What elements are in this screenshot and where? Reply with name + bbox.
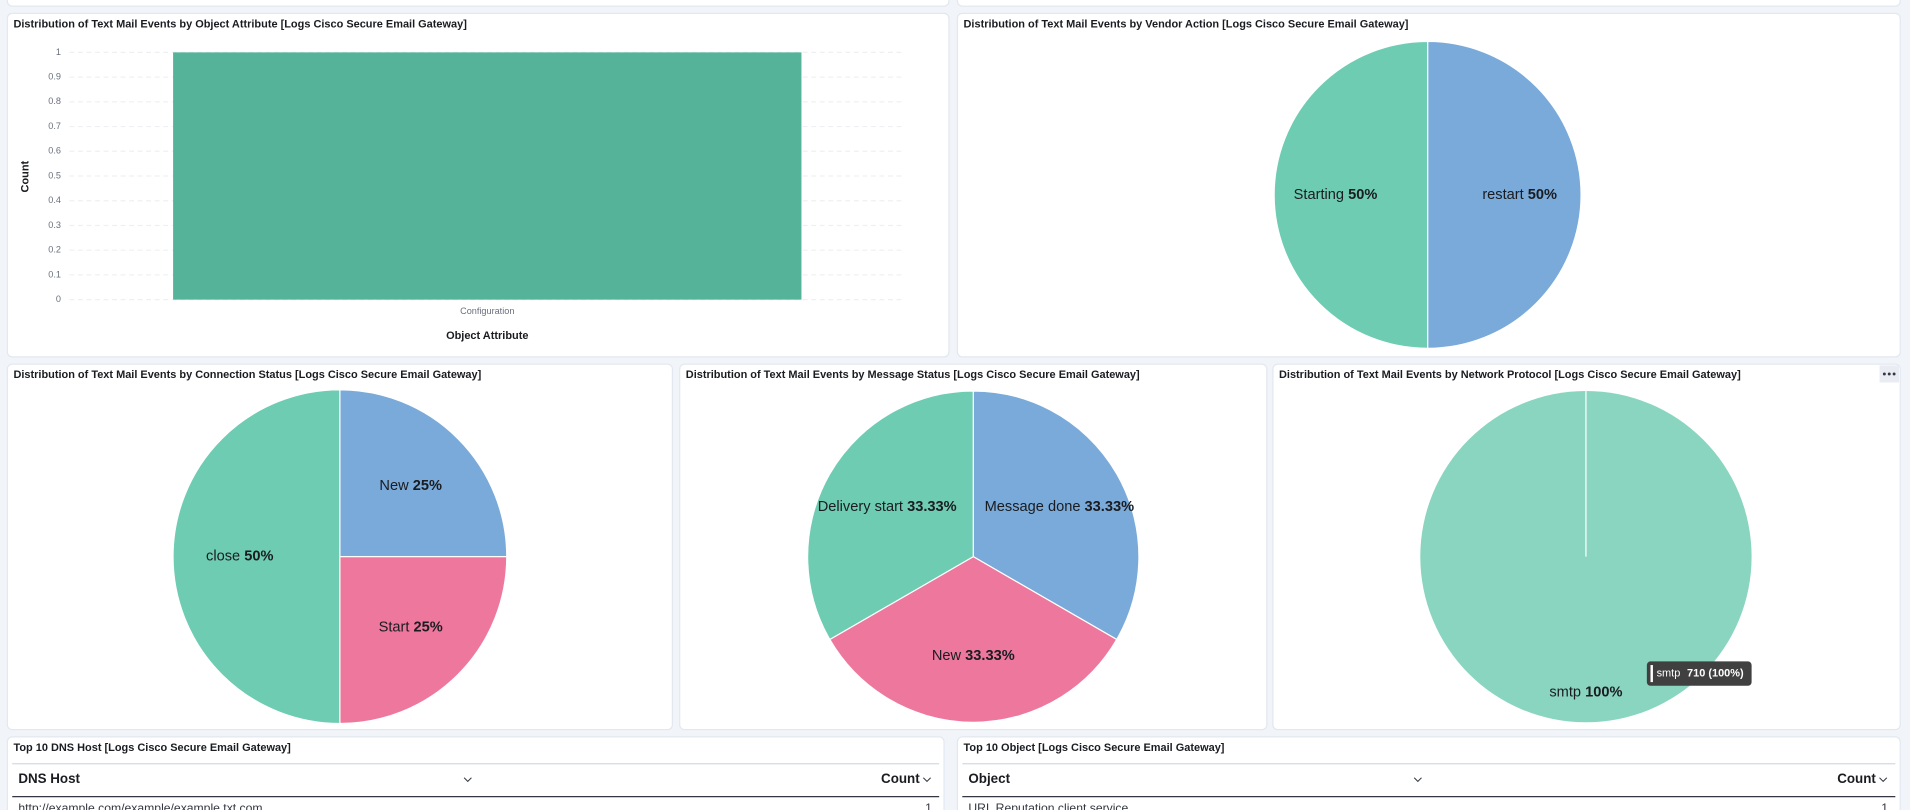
slice-value: 100% <box>1585 684 1622 700</box>
table-cell: http://example.com/example/example.txt.c… <box>18 801 262 810</box>
slice-label: Message done 33.33% <box>985 499 1134 515</box>
panel-title: Top 10 DNS Host [Logs Cisco Secure Email… <box>13 742 291 754</box>
panel-title: Distribution of Text Mail Events by Netw… <box>1279 369 1741 381</box>
slice-name: restart <box>1482 187 1523 203</box>
slice-name: close <box>206 549 240 565</box>
table-cell: URL Reputation client service <box>968 801 1128 810</box>
y-tick-label: 0.8 <box>48 96 61 106</box>
slice-value: 50% <box>1348 187 1377 203</box>
tooltip <box>1646 661 1752 686</box>
column-header[interactable]: Count <box>1837 771 1876 786</box>
column-header[interactable]: Count <box>881 771 920 786</box>
slice-label: New 33.33% <box>932 648 1015 664</box>
pie-slice <box>828 555 1118 723</box>
tooltip-swatch <box>1650 665 1653 683</box>
x-axis-label: Object Attribute <box>446 330 528 342</box>
y-tick-label: 0.9 <box>48 72 61 82</box>
slice-name: Starting <box>1294 187 1344 203</box>
y-tick-label: 0.4 <box>48 195 61 205</box>
y-tick-label: 1 <box>56 47 61 57</box>
pie-slice <box>807 390 974 641</box>
table-cell: 1 <box>1881 801 1888 810</box>
y-tick-label: 0.2 <box>48 245 61 255</box>
pie-slice <box>1420 390 1752 723</box>
y-tick-label: 0.3 <box>48 220 61 230</box>
sort-chevron[interactable] <box>1413 777 1422 783</box>
panel-title: Distribution of Text Mail Events by Mess… <box>686 369 1140 381</box>
slice-label: Start 25% <box>379 619 443 635</box>
slice-label: Starting 50% <box>1294 187 1378 203</box>
options-dot <box>1892 372 1896 376</box>
slice-label: Delivery start 33.33% <box>818 499 957 515</box>
panel-title: Distribution of Text Mail Events by Obje… <box>13 18 467 30</box>
y-tick-label: 0 <box>56 294 61 304</box>
panel-title: Distribution of Text Mail Events by Vend… <box>964 18 1409 30</box>
sort-chevron[interactable] <box>463 777 472 783</box>
y-axis-label: Count <box>20 160 32 192</box>
slice-value: 25% <box>413 478 442 494</box>
bar <box>173 52 802 300</box>
table-cell: 1 <box>925 801 932 810</box>
sort-chevron[interactable] <box>1879 777 1888 783</box>
y-tick-label: 0.1 <box>48 269 61 279</box>
options-dot <box>1887 372 1891 376</box>
pie-slice <box>1426 40 1582 349</box>
column-header[interactable]: DNS Host <box>18 771 80 786</box>
slice-name: smtp <box>1549 684 1581 700</box>
tooltip-value: 710 (100%) <box>1687 667 1744 679</box>
pie-slice <box>972 390 1140 641</box>
slice-label: New 25% <box>379 478 442 494</box>
column-header[interactable]: Object <box>968 771 1010 786</box>
panel <box>956 0 1901 7</box>
x-tick-label: Configuration <box>460 306 514 316</box>
slice-label: smtp 100% <box>1549 684 1622 700</box>
slice-name: New <box>932 648 962 664</box>
pie-slice <box>172 389 341 725</box>
slice-value: 50% <box>244 549 273 565</box>
slice-name: Delivery start <box>818 499 903 515</box>
options-dot <box>1882 372 1886 376</box>
panel <box>956 736 1901 810</box>
panel-title: Distribution of Text Mail Events by Conn… <box>13 369 481 381</box>
panel <box>6 0 950 7</box>
pie-slice <box>339 389 508 558</box>
pie-slice <box>339 556 508 725</box>
pie-slice <box>1273 40 1429 349</box>
slice-name: Message done <box>985 499 1081 515</box>
slice-value: 33.33% <box>965 648 1015 664</box>
slice-name: Start <box>379 619 410 635</box>
panel-title: Top 10 Object [Logs Cisco Secure Email G… <box>964 742 1225 754</box>
y-tick-label: 0.5 <box>48 170 61 180</box>
panel-options[interactable] <box>1879 365 1899 383</box>
slice-label: close 50% <box>206 549 273 565</box>
sort-chevron[interactable] <box>922 777 931 783</box>
slice-value: 25% <box>414 619 443 635</box>
y-tick-label: 0.7 <box>48 121 61 131</box>
slice-value: 33.33% <box>1085 499 1135 515</box>
panel <box>6 736 945 810</box>
slice-value: 33.33% <box>907 499 957 515</box>
y-tick-label: 0.6 <box>48 146 61 156</box>
slice-name: New <box>379 478 409 494</box>
slice-label: restart 50% <box>1482 187 1557 203</box>
tooltip-name: smtp <box>1657 667 1681 679</box>
slice-value: 50% <box>1528 187 1557 203</box>
